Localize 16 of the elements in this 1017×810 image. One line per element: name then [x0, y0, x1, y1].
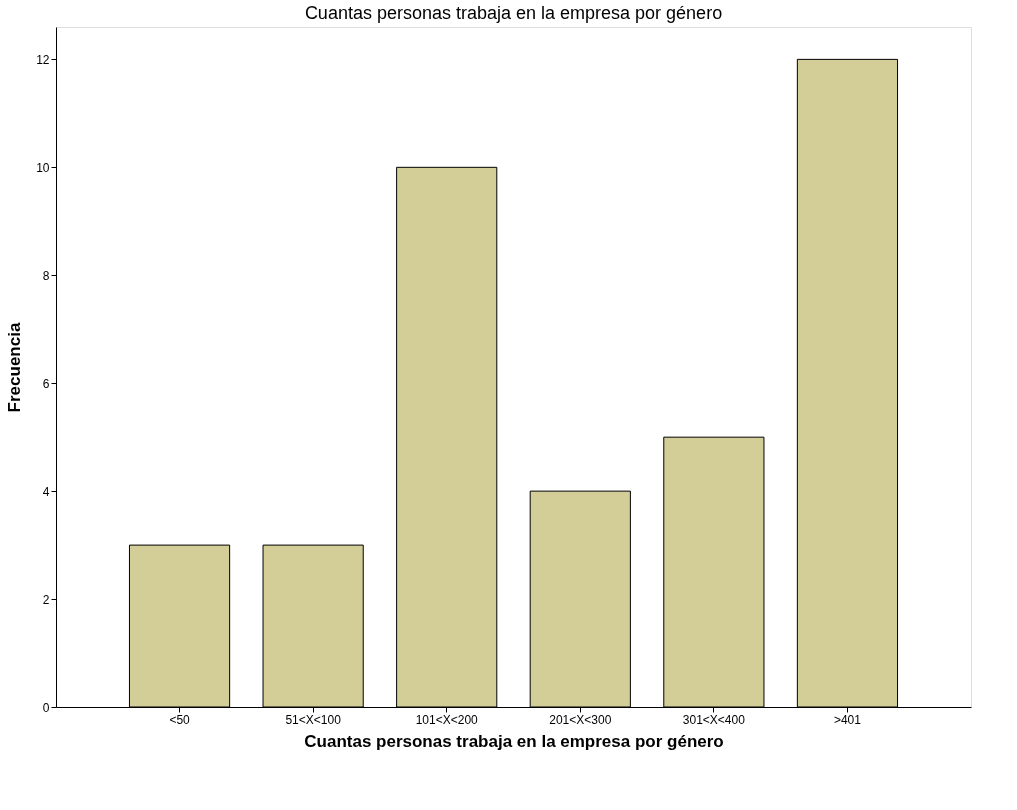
x-axis-title: Cuantas personas trabaja en la empresa por género	[304, 731, 724, 751]
x-tick-label: 51<X<100	[285, 712, 342, 727]
y-tick-label: 2	[42, 592, 50, 607]
x-tick-label: <50	[169, 712, 191, 727]
x-tick-label: 301<X<400	[682, 712, 746, 727]
y-tick-label: 8	[42, 268, 50, 283]
y-tick-label: 12	[36, 52, 50, 67]
x-tick-label: >401	[833, 712, 862, 727]
y-axis-title: Frecuencia	[5, 322, 25, 413]
y-tick-label: 6	[42, 376, 50, 391]
y-tick-label: 4	[42, 484, 50, 499]
x-tick-label: 101<X<200	[415, 712, 479, 727]
y-tick-label: 10	[36, 160, 50, 175]
chart-title: Cuantas personas trabaja en la empresa por género	[304, 3, 723, 23]
y-tick-label: 0	[42, 700, 50, 715]
x-tick-label: 201<X<300	[549, 712, 612, 727]
